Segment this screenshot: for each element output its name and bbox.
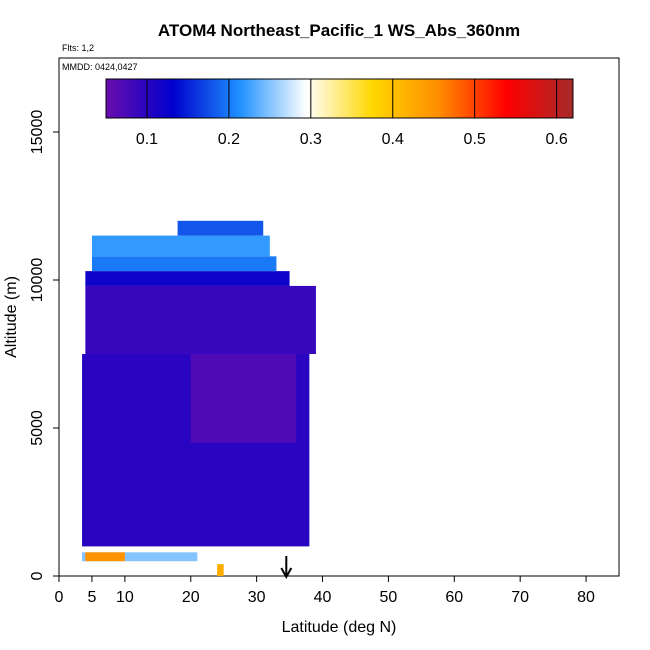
y-axis: 0 5000 10000 15000 <box>29 110 59 580</box>
x-axis-label: Latitude (deg N) <box>282 619 397 636</box>
colorbar-tick-label: 0.1 <box>136 131 158 148</box>
heatmap-cells <box>82 220 316 576</box>
latitude-arrow <box>280 556 293 580</box>
x-tick-label: 10 <box>116 589 134 606</box>
x-tick-label: 50 <box>380 589 398 606</box>
colorbar-ticks: 0.1 0.2 0.3 0.4 0.5 0.6 <box>136 79 568 148</box>
plot-frame <box>58 57 620 577</box>
heatmap-cell <box>190 354 297 443</box>
x-tick-label: 70 <box>511 589 529 606</box>
heatmap-cell <box>85 552 125 562</box>
y-tick-label: 10000 <box>29 258 46 303</box>
heatmap-cell <box>91 256 277 272</box>
heatmap-cell <box>85 271 290 286</box>
x-tick-label: 0 <box>55 589 64 606</box>
colorbar-tick-label: 0.6 <box>545 131 567 148</box>
x-axis: 0 5 10 20 30 40 50 60 70 80 <box>55 576 595 606</box>
dates-label: MMDD: 0424,0427 <box>62 62 138 72</box>
colorbar-tick-label: 0.4 <box>382 131 404 148</box>
colorbar-tick-label: 0.2 <box>218 131 240 148</box>
heatmap-cell <box>177 220 264 236</box>
x-tick-label: 40 <box>314 589 332 606</box>
colorbar-tick-label: 0.3 <box>300 131 322 148</box>
y-tick-label: 15000 <box>29 110 46 155</box>
x-tick-label: 30 <box>248 589 266 606</box>
heatmap-cell <box>82 552 198 562</box>
x-tick-label: 60 <box>445 589 463 606</box>
heatmap-cell <box>91 235 270 257</box>
flights-label: Flts: 1,2 <box>62 43 94 53</box>
colorbar-tick-label: 0.5 <box>464 131 486 148</box>
x-tick-label: 80 <box>577 589 595 606</box>
heatmap-cell <box>85 285 316 354</box>
heatmap-cell <box>217 564 224 576</box>
colorbar <box>105 78 574 119</box>
y-axis-label: Altitude (m) <box>3 276 20 358</box>
y-tick-label: 0 <box>29 571 46 580</box>
x-tick-label: 20 <box>182 589 200 606</box>
chart-title: ATOM4 Northeast_Pacific_1 WS_Abs_360nm <box>158 21 520 40</box>
arrow-head <box>280 567 293 580</box>
x-tick-label: 5 <box>87 589 96 606</box>
y-tick-label: 5000 <box>29 410 46 446</box>
